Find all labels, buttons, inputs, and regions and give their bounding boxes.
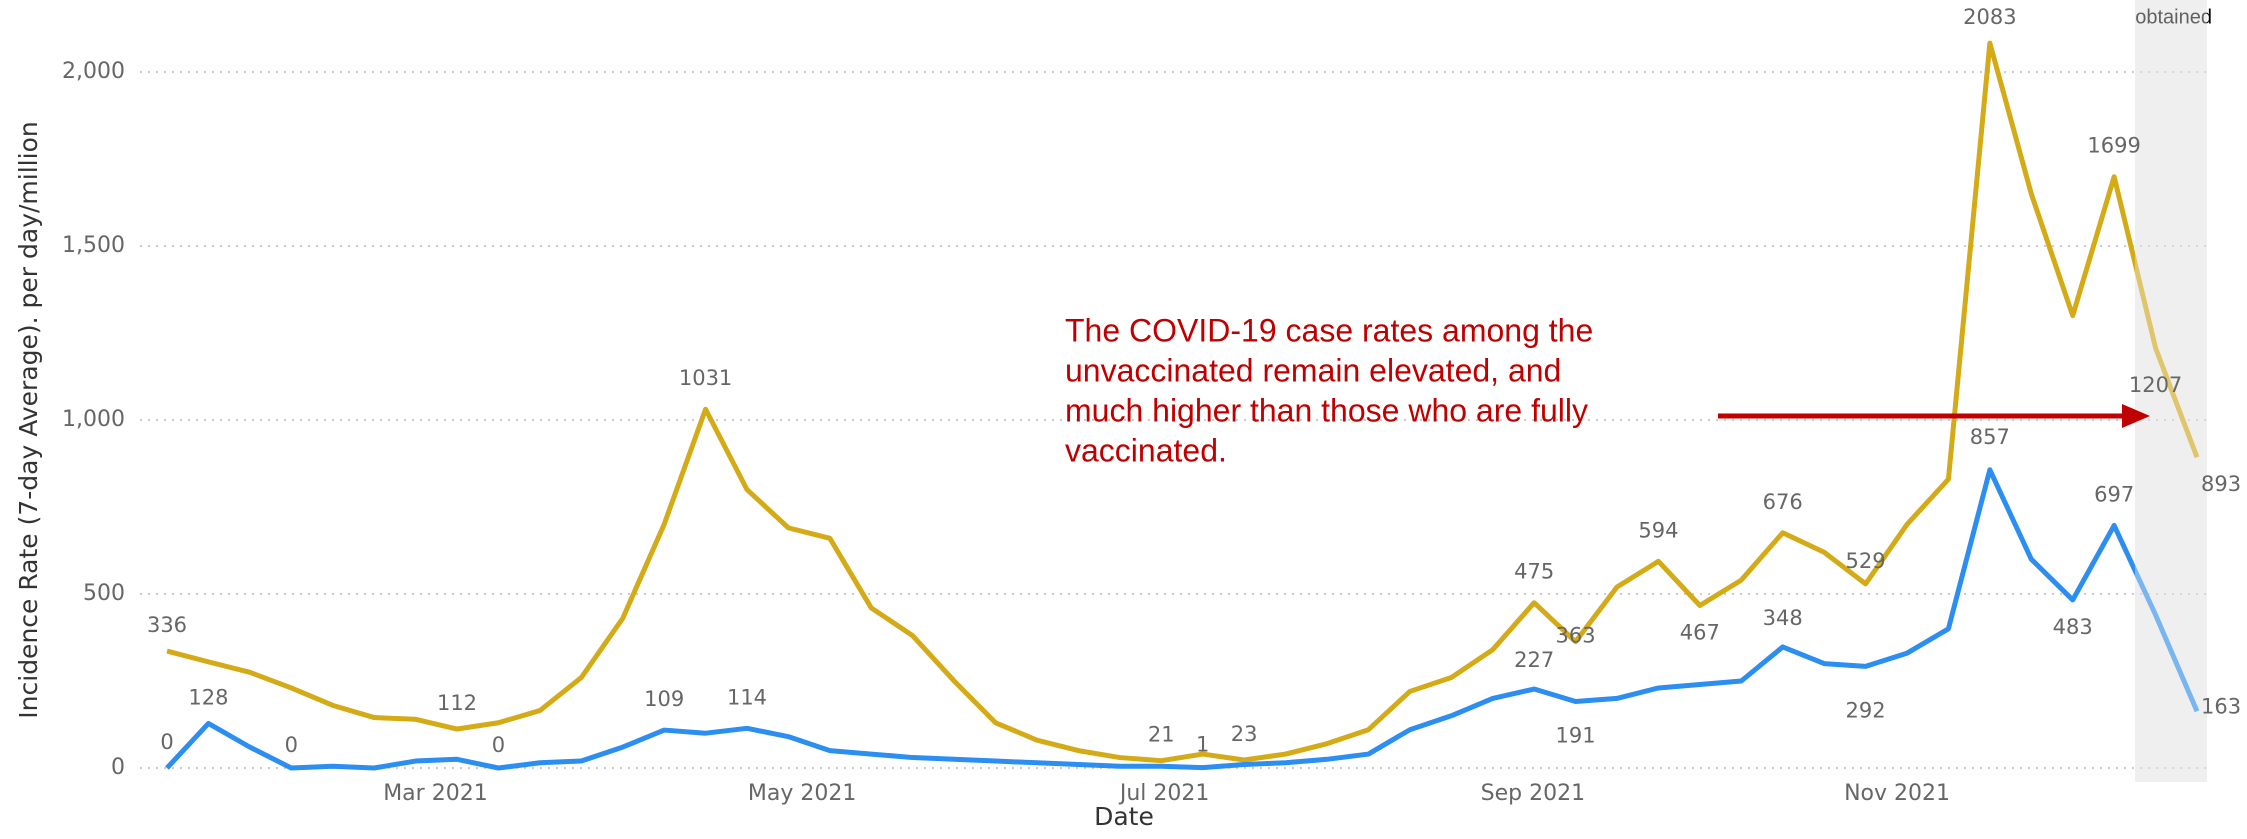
data-label: 109 <box>644 687 684 711</box>
y-tick-label: 2,000 <box>62 59 125 84</box>
x-axis-title: Date <box>1094 802 1154 831</box>
data-label: 2083 <box>1963 5 2016 29</box>
data-label: 128 <box>188 685 228 709</box>
y-axis-title: Incidence Rate (7-day Average). per day/… <box>14 121 43 718</box>
data-label: 23 <box>1231 722 1258 746</box>
data-label: 697 <box>2094 482 2134 506</box>
data-label: 363 <box>1556 624 1596 648</box>
annotation: vaccinated. <box>1065 432 1227 468</box>
data-label: 292 <box>1846 698 1886 722</box>
data-label: 483 <box>2053 615 2093 639</box>
x-tick-label: Nov 2021 <box>1844 781 1950 806</box>
annotation: much higher than those who are fully <box>1065 392 1588 428</box>
data-label: 163 <box>2201 694 2241 718</box>
note: obtained <box>2135 6 2212 28</box>
data-label: 0 <box>285 733 298 757</box>
annotation: unvaccinated remain elevated, and <box>1065 352 1561 388</box>
data-label: 467 <box>1680 620 1720 644</box>
data-label: 1207 <box>2129 373 2182 397</box>
data-label: 475 <box>1514 560 1554 584</box>
data-label: 336 <box>147 613 187 637</box>
series-line <box>166 40 2200 764</box>
data-label: 857 <box>1970 425 2010 449</box>
data-label: 114 <box>727 685 767 709</box>
data-label: 191 <box>1556 724 1596 748</box>
x-tick-label: May 2021 <box>748 781 856 806</box>
y-tick-label: 1,000 <box>62 407 125 432</box>
data-label: 1031 <box>679 366 732 390</box>
data-label: 112 <box>437 691 477 715</box>
data-label: 893 <box>2201 472 2241 496</box>
x-tick-label: Mar 2021 <box>383 781 488 806</box>
data-label: 227 <box>1514 648 1554 672</box>
y-tick-label: 500 <box>83 581 125 606</box>
data-label: 21 <box>1148 723 1175 747</box>
series-line <box>165 467 2200 771</box>
data-label: 594 <box>1638 518 1678 542</box>
data-label: 348 <box>1763 606 1803 630</box>
data-label: 0 <box>492 733 505 757</box>
data-label: 676 <box>1763 490 1803 514</box>
y-tick-label: 1,500 <box>62 233 125 258</box>
data-label: 1699 <box>2087 134 2140 158</box>
shade-overlay <box>2135 0 2207 782</box>
x-tick-label: Jul 2021 <box>1118 781 1210 806</box>
x-tick-label: Sep 2021 <box>1481 781 1585 806</box>
data-label: 529 <box>1846 549 1886 573</box>
arrow-head <box>2122 404 2150 428</box>
annotation: The COVID-19 case rates among the <box>1065 312 1593 348</box>
y-tick-label: 0 <box>111 755 125 780</box>
data-label: 0 <box>160 730 173 754</box>
data-label: 1 <box>1196 733 1209 757</box>
